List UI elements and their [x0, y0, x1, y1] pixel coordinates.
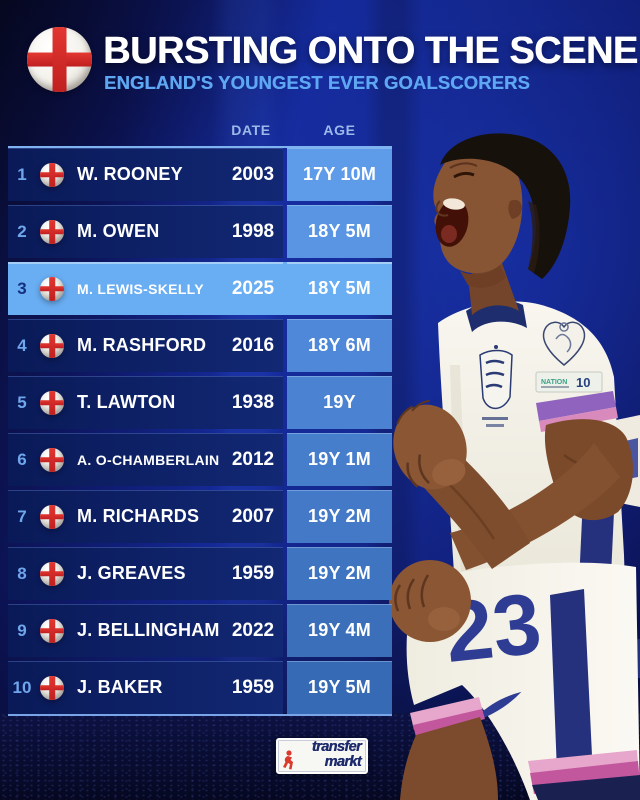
age-cell: 19Y 2M — [287, 547, 392, 600]
goal-year: 1959 — [231, 562, 275, 584]
table-row: 1 W. ROONEY 2003 17Y 10M — [8, 148, 392, 201]
table-row: 2 M. OWEN 1998 18Y 5M — [8, 205, 392, 258]
age-cell: 18Y 5M — [287, 205, 392, 258]
row-main: 2 M. OWEN 1998 — [8, 205, 283, 258]
player-name: J. GREAVES — [77, 563, 186, 583]
table-row: 9 J. BELLINGHAM 2022 19Y 4M — [8, 604, 392, 657]
england-flag-icon — [40, 504, 64, 529]
age-cell: 19Y 2M — [287, 490, 392, 543]
table-row: 10 J. BAKER 1959 19Y 5M — [8, 661, 392, 714]
rank-number: 7 — [17, 506, 27, 526]
rank-number: 10 — [12, 677, 32, 697]
date-column-header: DATE — [231, 122, 271, 138]
goal-year: 2012 — [231, 448, 275, 470]
england-flag-icon — [40, 162, 64, 187]
player-name: M. RASHFORD — [77, 335, 207, 355]
player-name: A. O-CHAMBERLAIN — [77, 451, 220, 468]
age-column-header: AGE — [323, 122, 356, 138]
age-value: 19Y 5M — [308, 677, 371, 697]
player-photo: NATION 10 23 — [389, 133, 640, 800]
england-flag-icon — [40, 219, 64, 244]
table-row: 4 M. RASHFORD 2016 18Y 6M — [8, 319, 392, 372]
brand-line1: transfer — [311, 739, 362, 755]
goalscorers-table: DATE AGE 1 W. ROONEY 2003 17Y 10M 2 M. O… — [8, 120, 392, 716]
player-name: M. RICHARDS — [77, 506, 200, 526]
page-title: BURSTING ONTO THE SCENE — [103, 30, 638, 72]
rank-number: 5 — [17, 392, 27, 412]
age-value: 18Y 6M — [308, 335, 371, 355]
player-lower-fist — [389, 560, 471, 642]
row-main: 7 M. RICHARDS 2007 — [8, 490, 283, 543]
england-flag-icon — [40, 276, 64, 301]
table-row: 5 T. LAWTON 1938 19Y — [8, 376, 392, 429]
table-row: 6 A. O-CHAMBERLAIN 2012 19Y 1M — [8, 433, 392, 486]
row-main: 3 M. LEWIS-SKELLY 2025 — [8, 262, 283, 315]
table-row: 3 M. LEWIS-SKELLY 2025 18Y 5M — [8, 262, 392, 315]
brand-line2: markt — [324, 754, 362, 770]
goal-year: 2016 — [231, 334, 275, 356]
patch-number: 10 — [576, 375, 590, 390]
age-value: 18Y 5M — [308, 278, 371, 298]
age-value: 17Y 10M — [302, 164, 377, 184]
table-row: 7 M. RICHARDS 2007 19Y 2M — [8, 490, 392, 543]
player-name: J. BELLINGHAM — [77, 620, 220, 640]
player-name: W. ROONEY — [77, 164, 183, 184]
age-cell: 18Y 6M — [287, 319, 392, 372]
rank-number: 2 — [17, 221, 27, 241]
qualifiers-sleeve-patch: NATION 10 — [535, 371, 603, 393]
row-main: 1 W. ROONEY 2003 — [8, 148, 283, 201]
goal-year: 2022 — [231, 619, 275, 641]
england-flag-icon — [40, 390, 64, 415]
table-rows: 1 W. ROONEY 2003 17Y 10M 2 M. OWEN 1998 … — [8, 146, 392, 716]
england-flag-icon — [40, 333, 64, 358]
player-name: M. LEWIS-SKELLY — [77, 280, 204, 297]
england-flag-icon — [40, 447, 64, 472]
rank-number: 6 — [17, 449, 27, 469]
transfermarkt-logo: transfer markt — [276, 738, 368, 774]
brand-wordmark: transfer markt — [311, 739, 362, 770]
rank-number: 8 — [17, 563, 27, 583]
age-cell: 19Y 5M — [287, 661, 392, 714]
transfermarkt-figure-icon — [283, 750, 293, 770]
player-name: M. OWEN — [77, 221, 160, 241]
patch-text: NATION — [541, 379, 567, 386]
goal-year: 2025 — [231, 277, 275, 299]
goal-year: 2003 — [231, 163, 275, 185]
row-main: 9 J. BELLINGHAM 2022 — [8, 604, 283, 657]
rank-number: 4 — [17, 335, 27, 355]
row-main: 10 J. BAKER 1959 — [8, 661, 283, 714]
goal-year: 1998 — [231, 220, 275, 242]
age-value: 18Y 5M — [308, 221, 371, 241]
rank-number: 9 — [17, 620, 27, 640]
england-flag-icon — [40, 618, 64, 643]
table-row: 8 J. GREAVES 1959 19Y 2M — [8, 547, 392, 600]
rank-number: 1 — [17, 164, 27, 184]
england-flag-icon — [40, 561, 64, 586]
player-name: T. LAWTON — [77, 392, 176, 412]
row-main: 6 A. O-CHAMBERLAIN 2012 — [8, 433, 283, 486]
england-flag-icon — [27, 27, 92, 92]
row-main: 8 J. GREAVES 1959 — [8, 547, 283, 600]
age-cell: 19Y — [287, 376, 392, 429]
england-flag-icon — [40, 675, 64, 700]
row-main: 4 M. RASHFORD 2016 — [8, 319, 283, 372]
goal-year: 2007 — [231, 505, 275, 527]
age-value: 19Y 2M — [308, 506, 371, 526]
goal-year: 1938 — [231, 391, 275, 413]
age-value: 19Y 1M — [308, 449, 371, 469]
rank-number: 3 — [17, 278, 27, 298]
goal-year: 1959 — [231, 676, 275, 698]
age-cell: 18Y 5M — [287, 262, 392, 315]
age-value: 19Y 2M — [308, 563, 371, 583]
age-cell: 17Y 10M — [287, 148, 392, 201]
age-value: 19Y 4M — [308, 620, 371, 640]
age-cell: 19Y 1M — [287, 433, 392, 486]
row-main: 5 T. LAWTON 1938 — [8, 376, 283, 429]
column-headers: DATE AGE — [8, 120, 392, 146]
age-value: 19Y — [323, 392, 356, 412]
age-cell: 19Y 4M — [287, 604, 392, 657]
player-name: J. BAKER — [77, 677, 163, 697]
page-subtitle: ENGLAND'S YOUNGEST EVER GOALSCORERS — [104, 72, 530, 93]
